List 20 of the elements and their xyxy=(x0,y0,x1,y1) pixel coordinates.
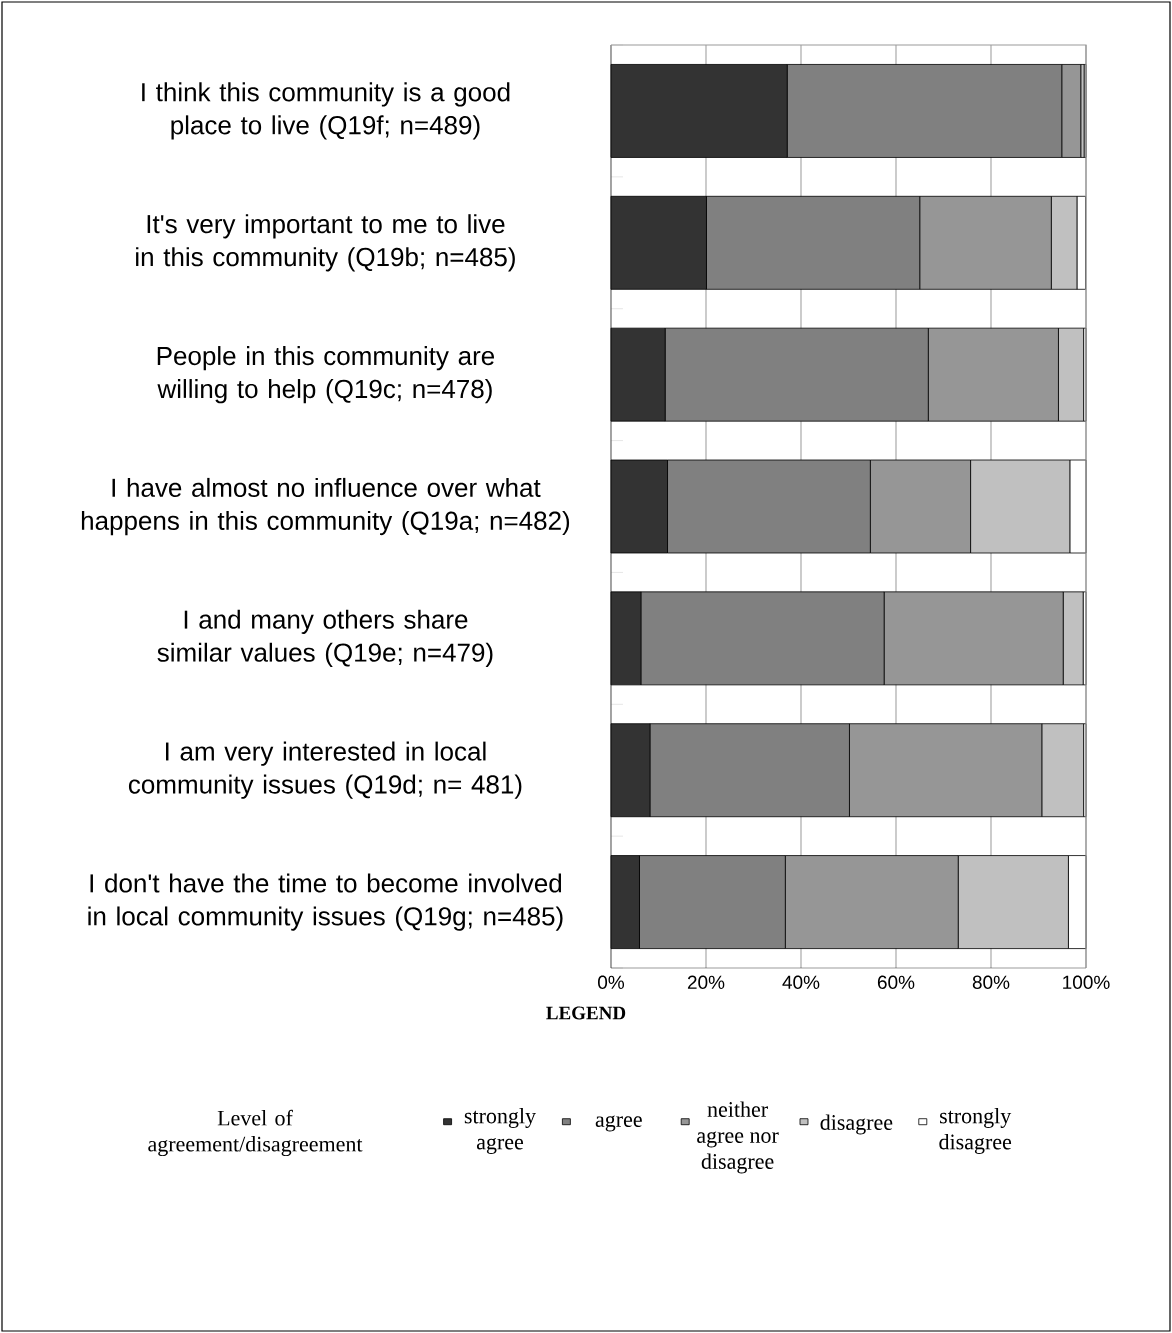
x-tick-label: 100% xyxy=(1063,975,1110,989)
y-tick-label: I and many others share similar values (Q19e; n=479) xyxy=(157,609,493,667)
x-tick-label: 0% xyxy=(598,975,625,989)
text: LEGEND xyxy=(546,1006,626,1020)
legend-label: disagree xyxy=(820,1114,893,1135)
y-tick-label: I don't have the time to become involved in local community issues (Q19g; n=485) xyxy=(88,873,563,931)
legend-label: strongly agree xyxy=(464,1107,536,1154)
legend-label: strongly disagree xyxy=(939,1107,1012,1154)
legend-label: neither agree nor disagree xyxy=(697,1101,779,1174)
x-tick-label: 80% xyxy=(972,975,1010,989)
y-tick-label: I am very interested in local community issues (Q19d; n= 481) xyxy=(128,741,522,799)
y-tick-label: I have almost no influence over what happens in this community (Q19a; n=482) xyxy=(81,477,570,536)
y-tick-label: I think this community is a good place to live (Q19f; n=489) xyxy=(142,82,510,140)
x-tick-label: 40% xyxy=(782,975,820,989)
x-tick-label: 60% xyxy=(877,975,915,989)
legend-title: Level of agreement/disagreement xyxy=(148,1109,363,1157)
x-tick-label: 20% xyxy=(687,975,725,989)
y-tick-label: It's very important to me to live in this community (Q19b; n=485) xyxy=(136,214,515,272)
legend-label: agree xyxy=(595,1115,642,1132)
y-tick-label: People in this community are willing to help (Q19c; n=478) xyxy=(157,346,495,404)
